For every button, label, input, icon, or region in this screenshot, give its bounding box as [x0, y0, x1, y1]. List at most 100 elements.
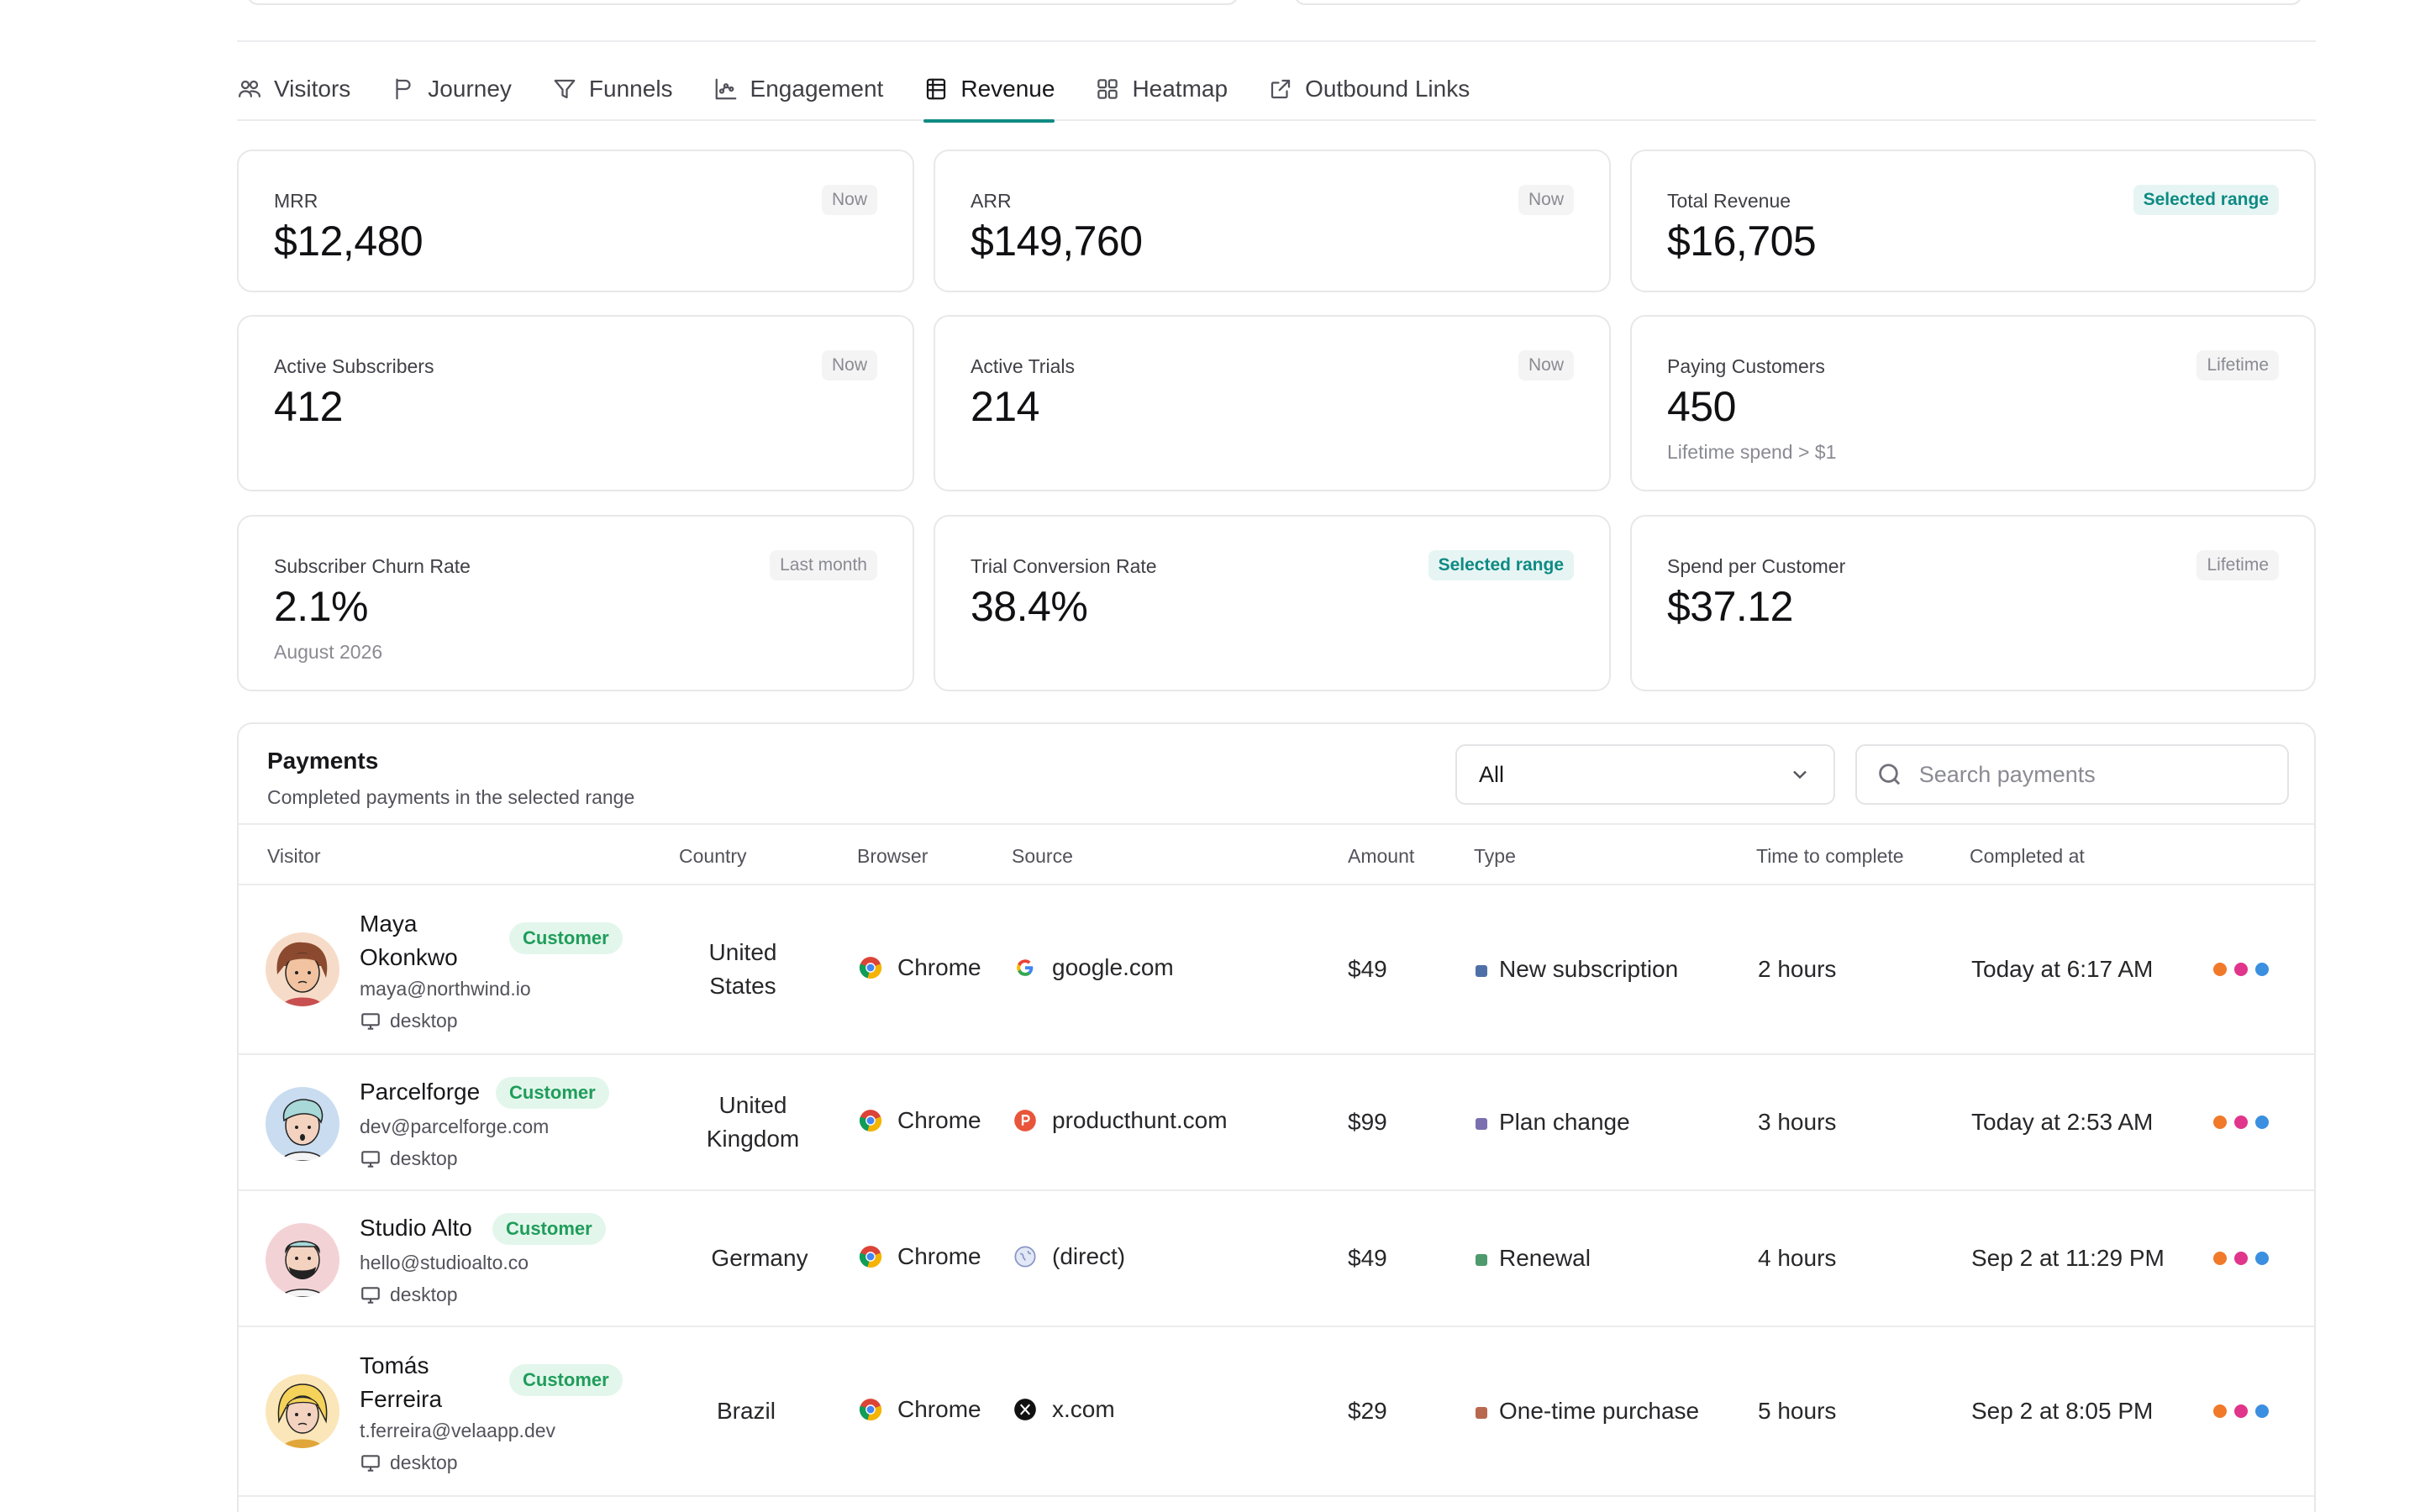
metric-badge: Now	[821, 185, 877, 215]
name-line: Studio Alto	[360, 1215, 472, 1241]
metric-label: ARR	[971, 190, 1012, 212]
avatar-illustration	[281, 1241, 324, 1297]
name-line: Ferreira	[360, 1386, 443, 1412]
visitor-device: desktop	[360, 1452, 458, 1474]
metric-card-total-revenue: Total Revenue Selected range $16,705	[1630, 150, 2316, 292]
browser: Chrome	[859, 1396, 981, 1423]
metric-subtext: August 2026	[274, 641, 383, 663]
table-row[interactable]: Studio Alto Customer hello@studioalto.co…	[239, 1191, 2314, 1327]
tab-label: Journey	[428, 76, 512, 102]
tab-outbound-links[interactable]: Outbound Links	[1268, 57, 1470, 121]
country-line: United	[718, 1092, 787, 1118]
dot-icon	[2234, 963, 2248, 976]
row-actions-menu[interactable]	[2213, 963, 2276, 976]
metric-badge: Selected range	[2133, 185, 2279, 215]
table-row[interactable]: Tomás Ferreira Customer t.ferreira@velaa…	[239, 1327, 2314, 1497]
browser: Chrome	[859, 1243, 981, 1270]
tab-label: Funnels	[588, 76, 673, 102]
browser-label: Chrome	[897, 1107, 981, 1133]
tab-funnels[interactable]: Funnels	[552, 57, 673, 121]
search-input[interactable]	[1918, 761, 2269, 788]
metric-card-spend-per-customer: Spend per Customer Lifetime $37.12	[1630, 515, 2316, 691]
type-label: One-time purchase	[1499, 1398, 1700, 1424]
tab-journey[interactable]: Journey	[391, 57, 512, 121]
type-color-marker	[1476, 1406, 1487, 1419]
browser: Chrome	[859, 1107, 981, 1134]
metric-label: Trial Conversion Rate	[971, 555, 1157, 577]
metric-card-churn-rate: Subscriber Churn Rate Last month 2.1% Au…	[237, 515, 914, 691]
column-amount[interactable]: Amount	[1348, 845, 1415, 867]
database-icon	[927, 78, 946, 100]
source-label: (direct)	[1052, 1243, 1126, 1269]
metric-card-trial-conversion: Trial Conversion Rate Selected range 38.…	[934, 515, 1611, 691]
grid-icon	[1097, 79, 1118, 99]
tab-revenue[interactable]: Revenue	[923, 57, 1055, 123]
dot-icon	[2213, 1252, 2227, 1265]
external-link-icon	[1270, 79, 1291, 99]
tab-label: Revenue	[960, 76, 1055, 102]
dot-icon	[2255, 1252, 2269, 1265]
payment-type-filter[interactable]: All	[1455, 744, 1835, 805]
type-color-marker	[1476, 1117, 1487, 1130]
table-row[interactable]: Maya Okonkwo Customer maya@northwind.io …	[239, 885, 2314, 1055]
source-label: google.com	[1052, 954, 1174, 980]
country: United Kingdom	[669, 1089, 837, 1156]
metric-value: $37.12	[1667, 583, 1793, 630]
row-actions-menu[interactable]	[2213, 1252, 2276, 1265]
source: (direct)	[1013, 1243, 1125, 1270]
column-source[interactable]: Source	[1012, 845, 1073, 867]
table-header: Visitor Country Browser Source Amount Ty…	[239, 823, 2314, 885]
chrome-icon	[859, 957, 882, 979]
analytics-tabs: Visitors Journey Funnels Engagement Reve…	[237, 57, 2316, 123]
country: United States	[659, 936, 827, 1003]
dot-icon	[2213, 1116, 2227, 1129]
type-label: Plan change	[1499, 1109, 1630, 1135]
source-label: producthunt.com	[1052, 1107, 1228, 1133]
column-country[interactable]: Country	[679, 845, 747, 867]
column-completed[interactable]: Completed at	[1970, 845, 2085, 867]
avatar-illustration	[277, 1383, 328, 1448]
name-line: Okonkwo	[360, 944, 458, 970]
column-visitor[interactable]: Visitor	[267, 845, 321, 867]
metric-label: Active Subscribers	[274, 355, 434, 377]
metric-value: 214	[971, 383, 1039, 430]
monitor-icon	[361, 1012, 380, 1030]
metric-value: $12,480	[274, 218, 424, 265]
amount: $49	[1348, 1245, 1387, 1271]
country-line: States	[709, 973, 776, 999]
flag-icon	[396, 78, 411, 100]
metric-value: $16,705	[1667, 218, 1817, 265]
payment-type: New subscription	[1476, 956, 1678, 983]
type-label: New subscription	[1499, 956, 1679, 982]
tab-label: Heatmap	[1132, 76, 1228, 102]
metric-value: 2.1%	[274, 583, 368, 630]
monitor-icon	[361, 1150, 380, 1168]
country: Brazil	[662, 1394, 830, 1428]
table-row[interactable]: Parcelforge Customer dev@parcelforge.com…	[239, 1055, 2314, 1191]
tab-engagement[interactable]: Engagement	[713, 57, 883, 121]
dot-icon	[2255, 963, 2269, 976]
type-label: Renewal	[1499, 1245, 1591, 1271]
tab-visitors[interactable]: Visitors	[237, 57, 350, 121]
payments-title: Payments	[267, 748, 379, 774]
visitor-device: desktop	[360, 1284, 458, 1306]
top-divider	[237, 40, 2316, 42]
producthunt-icon	[1014, 1110, 1036, 1131]
name-line: Maya	[360, 911, 418, 937]
tab-label: Visitors	[274, 76, 351, 102]
row-actions-menu[interactable]	[2213, 1116, 2276, 1129]
top-panel-left-edge	[247, 0, 1239, 5]
row-actions-menu[interactable]	[2213, 1404, 2276, 1418]
metric-badge: Lifetime	[2196, 350, 2279, 381]
dot-icon	[2234, 1252, 2248, 1265]
metric-value: 412	[274, 383, 343, 430]
avatar	[266, 1087, 339, 1161]
column-time[interactable]: Time to complete	[1756, 845, 1904, 867]
metric-badge: Now	[1518, 350, 1574, 381]
tab-heatmap[interactable]: Heatmap	[1095, 57, 1228, 121]
dot-icon	[2234, 1404, 2248, 1418]
column-browser[interactable]: Browser	[857, 845, 929, 867]
column-type[interactable]: Type	[1474, 845, 1516, 867]
metric-label: Active Trials	[971, 355, 1075, 377]
tab-label: Outbound Links	[1305, 76, 1470, 102]
